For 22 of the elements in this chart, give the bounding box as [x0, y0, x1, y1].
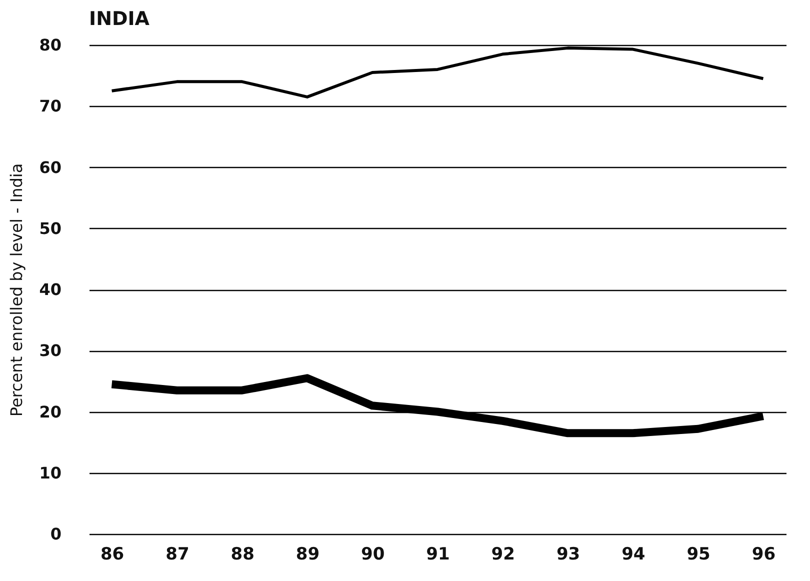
chart-title: INDIA: [89, 8, 150, 30]
x-tick-label: 90: [361, 544, 385, 564]
y-tick-label: 60: [39, 158, 62, 177]
x-tick-label: 94: [622, 544, 646, 564]
y-tick-label: 70: [39, 96, 62, 116]
x-tick-label: 96: [752, 544, 776, 564]
x-tick-label: 92: [491, 544, 515, 564]
x-tick-label: 88: [230, 544, 254, 564]
y-axis-title: Percent enrolled by level - India: [7, 163, 26, 417]
y-tick-label: 50: [39, 218, 62, 238]
x-tick-label: 93: [556, 544, 580, 564]
y-tick-label: 10: [39, 463, 62, 482]
y-tick-label: 30: [39, 341, 62, 360]
x-tick-label: 91: [426, 544, 450, 564]
y-tick-label: 40: [39, 280, 62, 299]
x-tick-label: 86: [100, 544, 124, 564]
x-tick-label: 87: [166, 544, 190, 564]
y-tick-label: 80: [39, 36, 62, 54]
x-tick-label: 89: [296, 544, 320, 564]
y-tick-label: 0: [50, 524, 62, 544]
y-tick-label: 20: [39, 402, 62, 422]
x-tick-label: 95: [686, 544, 710, 564]
